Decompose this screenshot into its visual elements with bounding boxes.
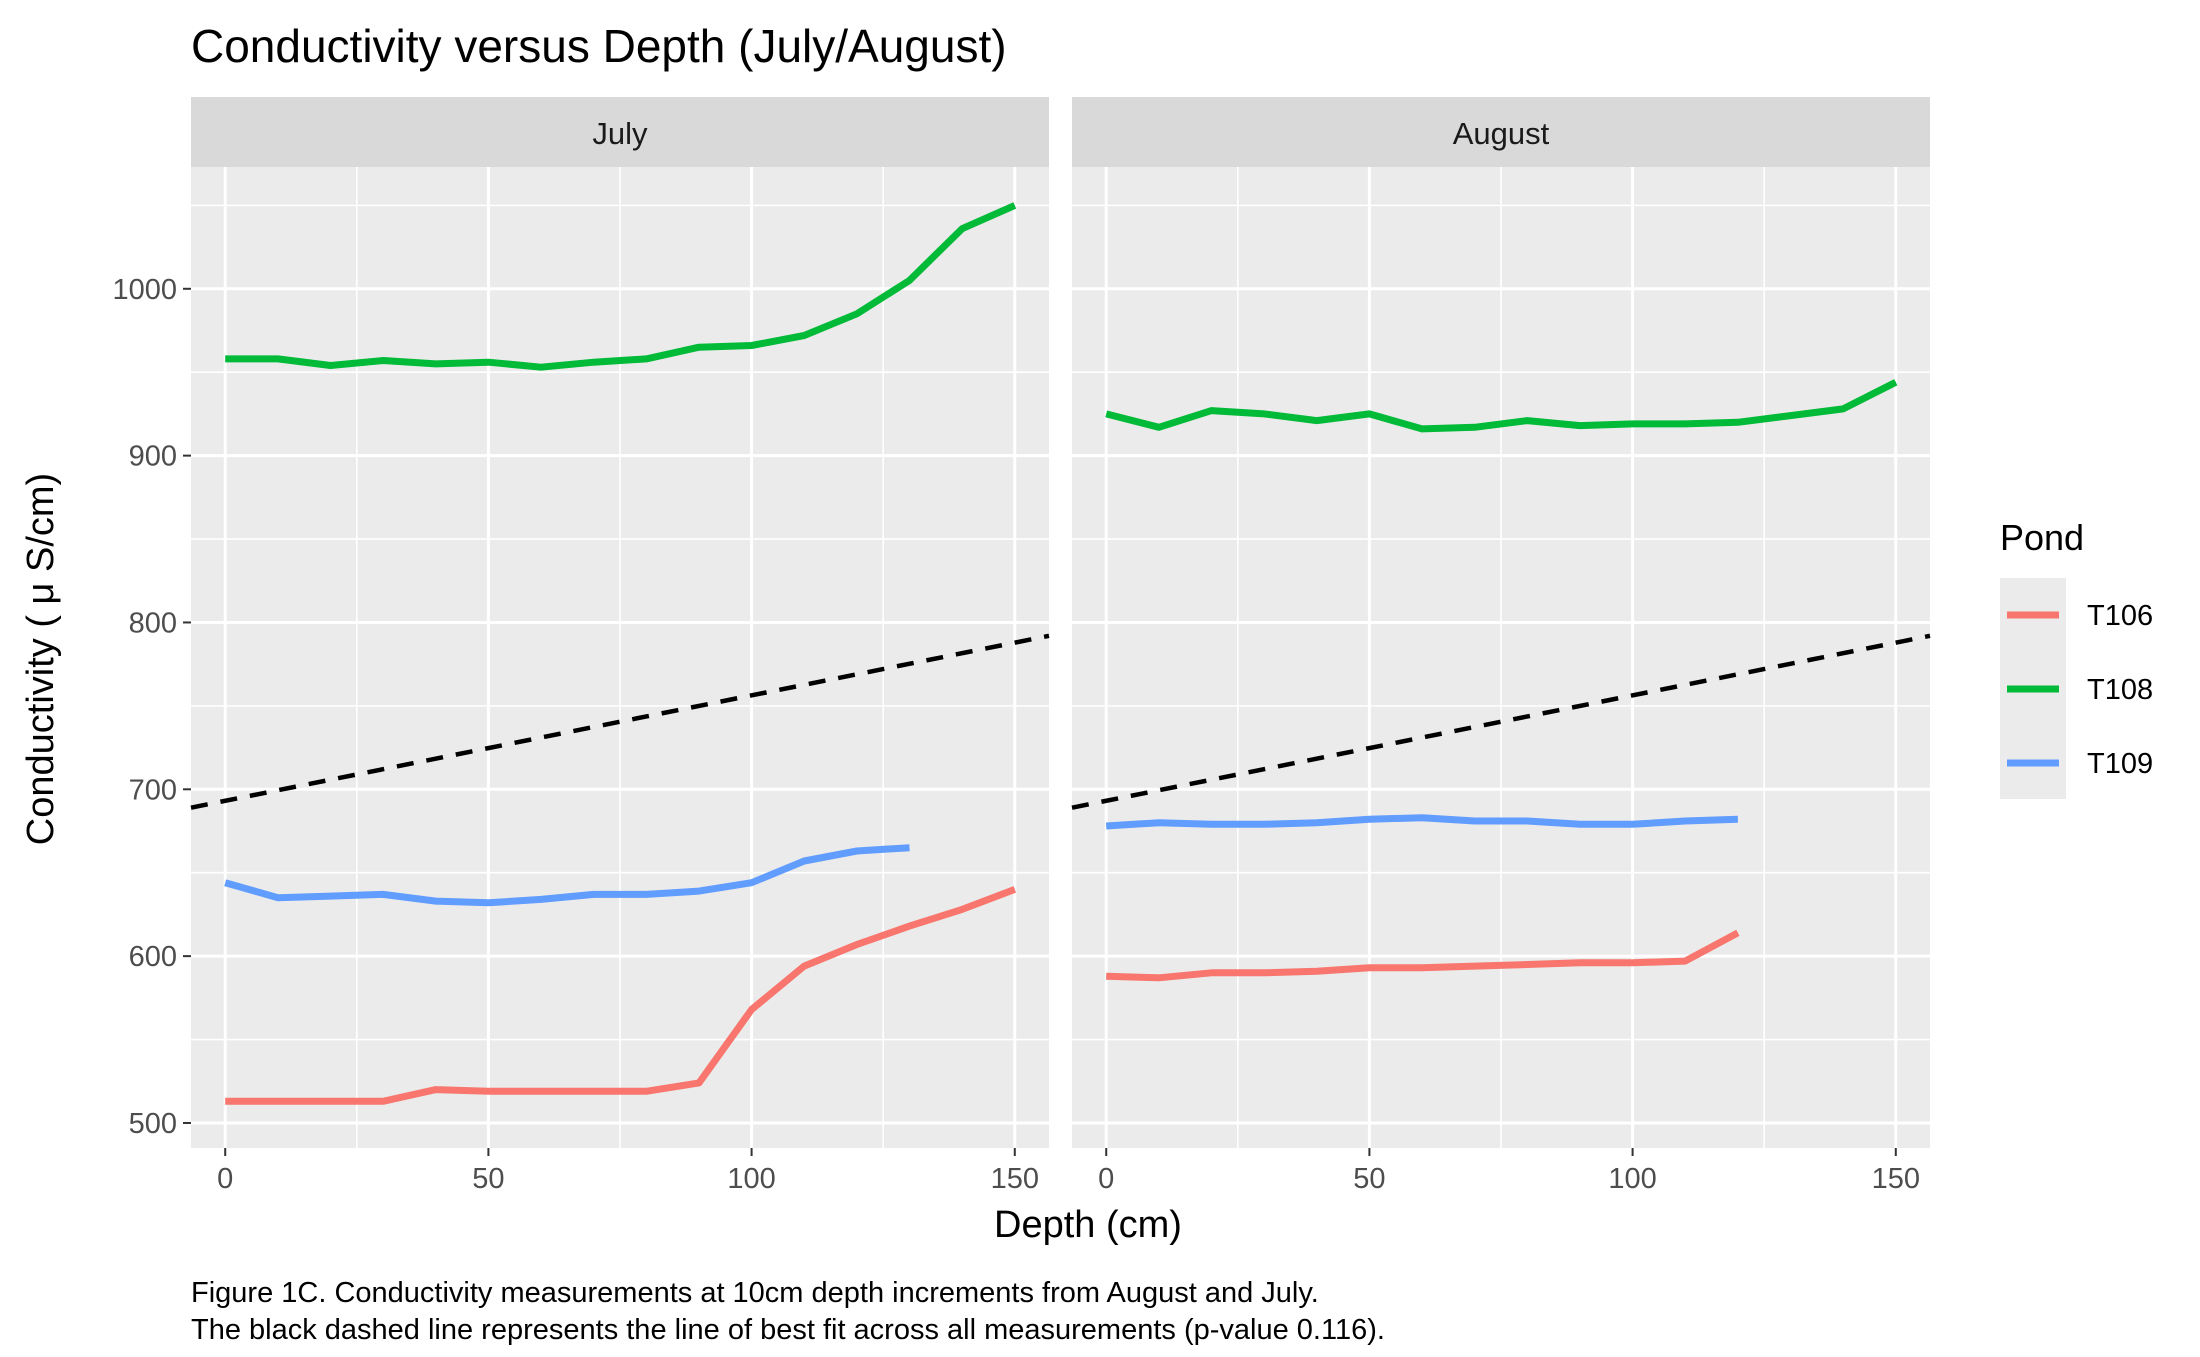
legend-title: Pond (2000, 517, 2084, 558)
x-tick-label: 100 (1608, 1163, 1656, 1195)
legend-label-t108: T108 (2087, 674, 2153, 706)
legend-label-t109: T109 (2087, 748, 2153, 780)
x-tick-label: 150 (991, 1163, 1039, 1195)
facet-strip-label: August (1453, 116, 1550, 151)
x-tick-label: 100 (727, 1163, 775, 1195)
series-line-t106 (225, 886, 1017, 1105)
facet-strip (1072, 97, 1930, 167)
best-fit-trend-line (190, 633, 1050, 810)
y-tick-label: 700 (129, 774, 177, 806)
y-tick-label: 900 (129, 441, 177, 473)
facet-panels: July 0 50 100 150 500 600 700 800 900 1000 August 0 5… (112, 97, 1931, 1195)
chart-title: Conductivity versus Depth (July/August) (191, 20, 1007, 72)
x-tick-label: 0 (1098, 1163, 1114, 1195)
y-tick-label: 500 (129, 1108, 177, 1140)
series-line-t108 (1105, 379, 1898, 433)
series-line-t106 (1106, 929, 1740, 982)
series-line-t109 (224, 844, 910, 907)
caption-line-2: The black dashed line represents the lin… (191, 1314, 1385, 1346)
panel-august: August 0 50 100 150 (1071, 97, 1931, 1195)
x-tick-label: 50 (1353, 1163, 1385, 1195)
facet-strip-label: July (592, 116, 648, 151)
y-axis-title: Conductivity ( μ S/cm) (20, 473, 62, 845)
x-tick-label: 50 (472, 1163, 504, 1195)
legend: Pond T106 T108 T109 (2000, 517, 2153, 799)
series-line-t108 (225, 202, 1017, 371)
y-tick-label: 800 (129, 607, 177, 639)
x-tick-label: 0 (217, 1163, 233, 1195)
facet-strip (191, 97, 1049, 167)
caption-line-1: Figure 1C. Conductivity measurements at … (191, 1277, 1319, 1309)
y-tick-label: 600 (129, 941, 177, 973)
y-tick-label: 1000 (112, 274, 177, 306)
best-fit-trend-line (1071, 633, 1931, 810)
x-tick-label: 150 (1872, 1163, 1920, 1195)
legend-label-t106: T106 (2087, 600, 2153, 632)
panel-july: July 0 50 100 150 500 600 700 800 900 1000 (112, 97, 1050, 1195)
series-line-t109 (1105, 814, 1739, 830)
x-axis-title: Depth (cm) (994, 1204, 1182, 1246)
